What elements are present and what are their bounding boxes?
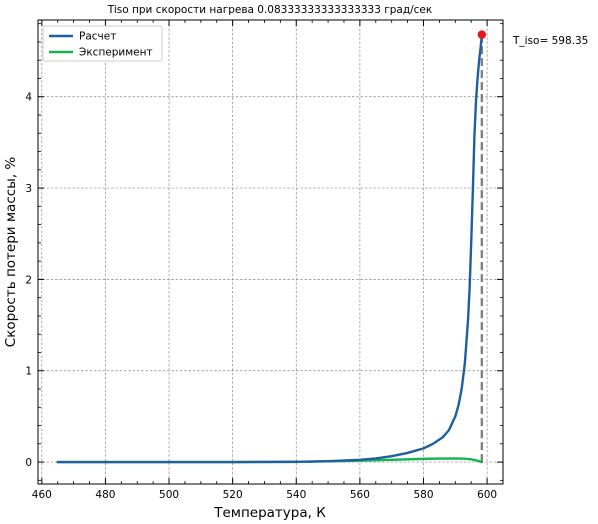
legend: Расчет Эксперимент bbox=[42, 25, 163, 62]
tick-labels: 460 480 500 520 540 560 580 600 0 1 2 3 4 bbox=[25, 92, 497, 501]
grid-lines bbox=[38, 20, 503, 484]
x-tick-label: 500 bbox=[159, 489, 179, 501]
x-tick-label: 480 bbox=[95, 489, 115, 501]
x-tick-label: 540 bbox=[286, 489, 306, 501]
x-tick-label: 460 bbox=[32, 489, 52, 501]
y-tick-label: 0 bbox=[25, 457, 32, 469]
chart-title: Tiso при скорости нагрева 0.083333333333… bbox=[107, 4, 432, 16]
series-line-raschet bbox=[56, 33, 484, 464]
t-iso-annotation: T_iso= 598.35 bbox=[512, 35, 588, 47]
y-tick-label: 3 bbox=[25, 183, 32, 195]
t-iso-marker bbox=[477, 30, 487, 39]
legend-label-eksperiment: Эксперимент bbox=[79, 47, 153, 59]
series-layer bbox=[56, 30, 487, 464]
x-tick-label: 600 bbox=[477, 489, 497, 501]
x-axis-label: Температура, К bbox=[213, 505, 326, 521]
y-axis-label: Скорость потери массы, % bbox=[3, 157, 19, 348]
y-tick-label: 4 bbox=[25, 92, 32, 104]
legend-label-raschet: Расчет bbox=[79, 31, 116, 43]
y-tick-label: 2 bbox=[25, 274, 32, 286]
x-tick-label: 580 bbox=[413, 489, 433, 501]
plot-frame bbox=[37, 19, 504, 485]
x-tick-label: 560 bbox=[350, 489, 370, 501]
x-tick-label: 520 bbox=[223, 489, 243, 501]
plot-area bbox=[38, 20, 503, 484]
y-tick-label: 1 bbox=[25, 366, 32, 378]
